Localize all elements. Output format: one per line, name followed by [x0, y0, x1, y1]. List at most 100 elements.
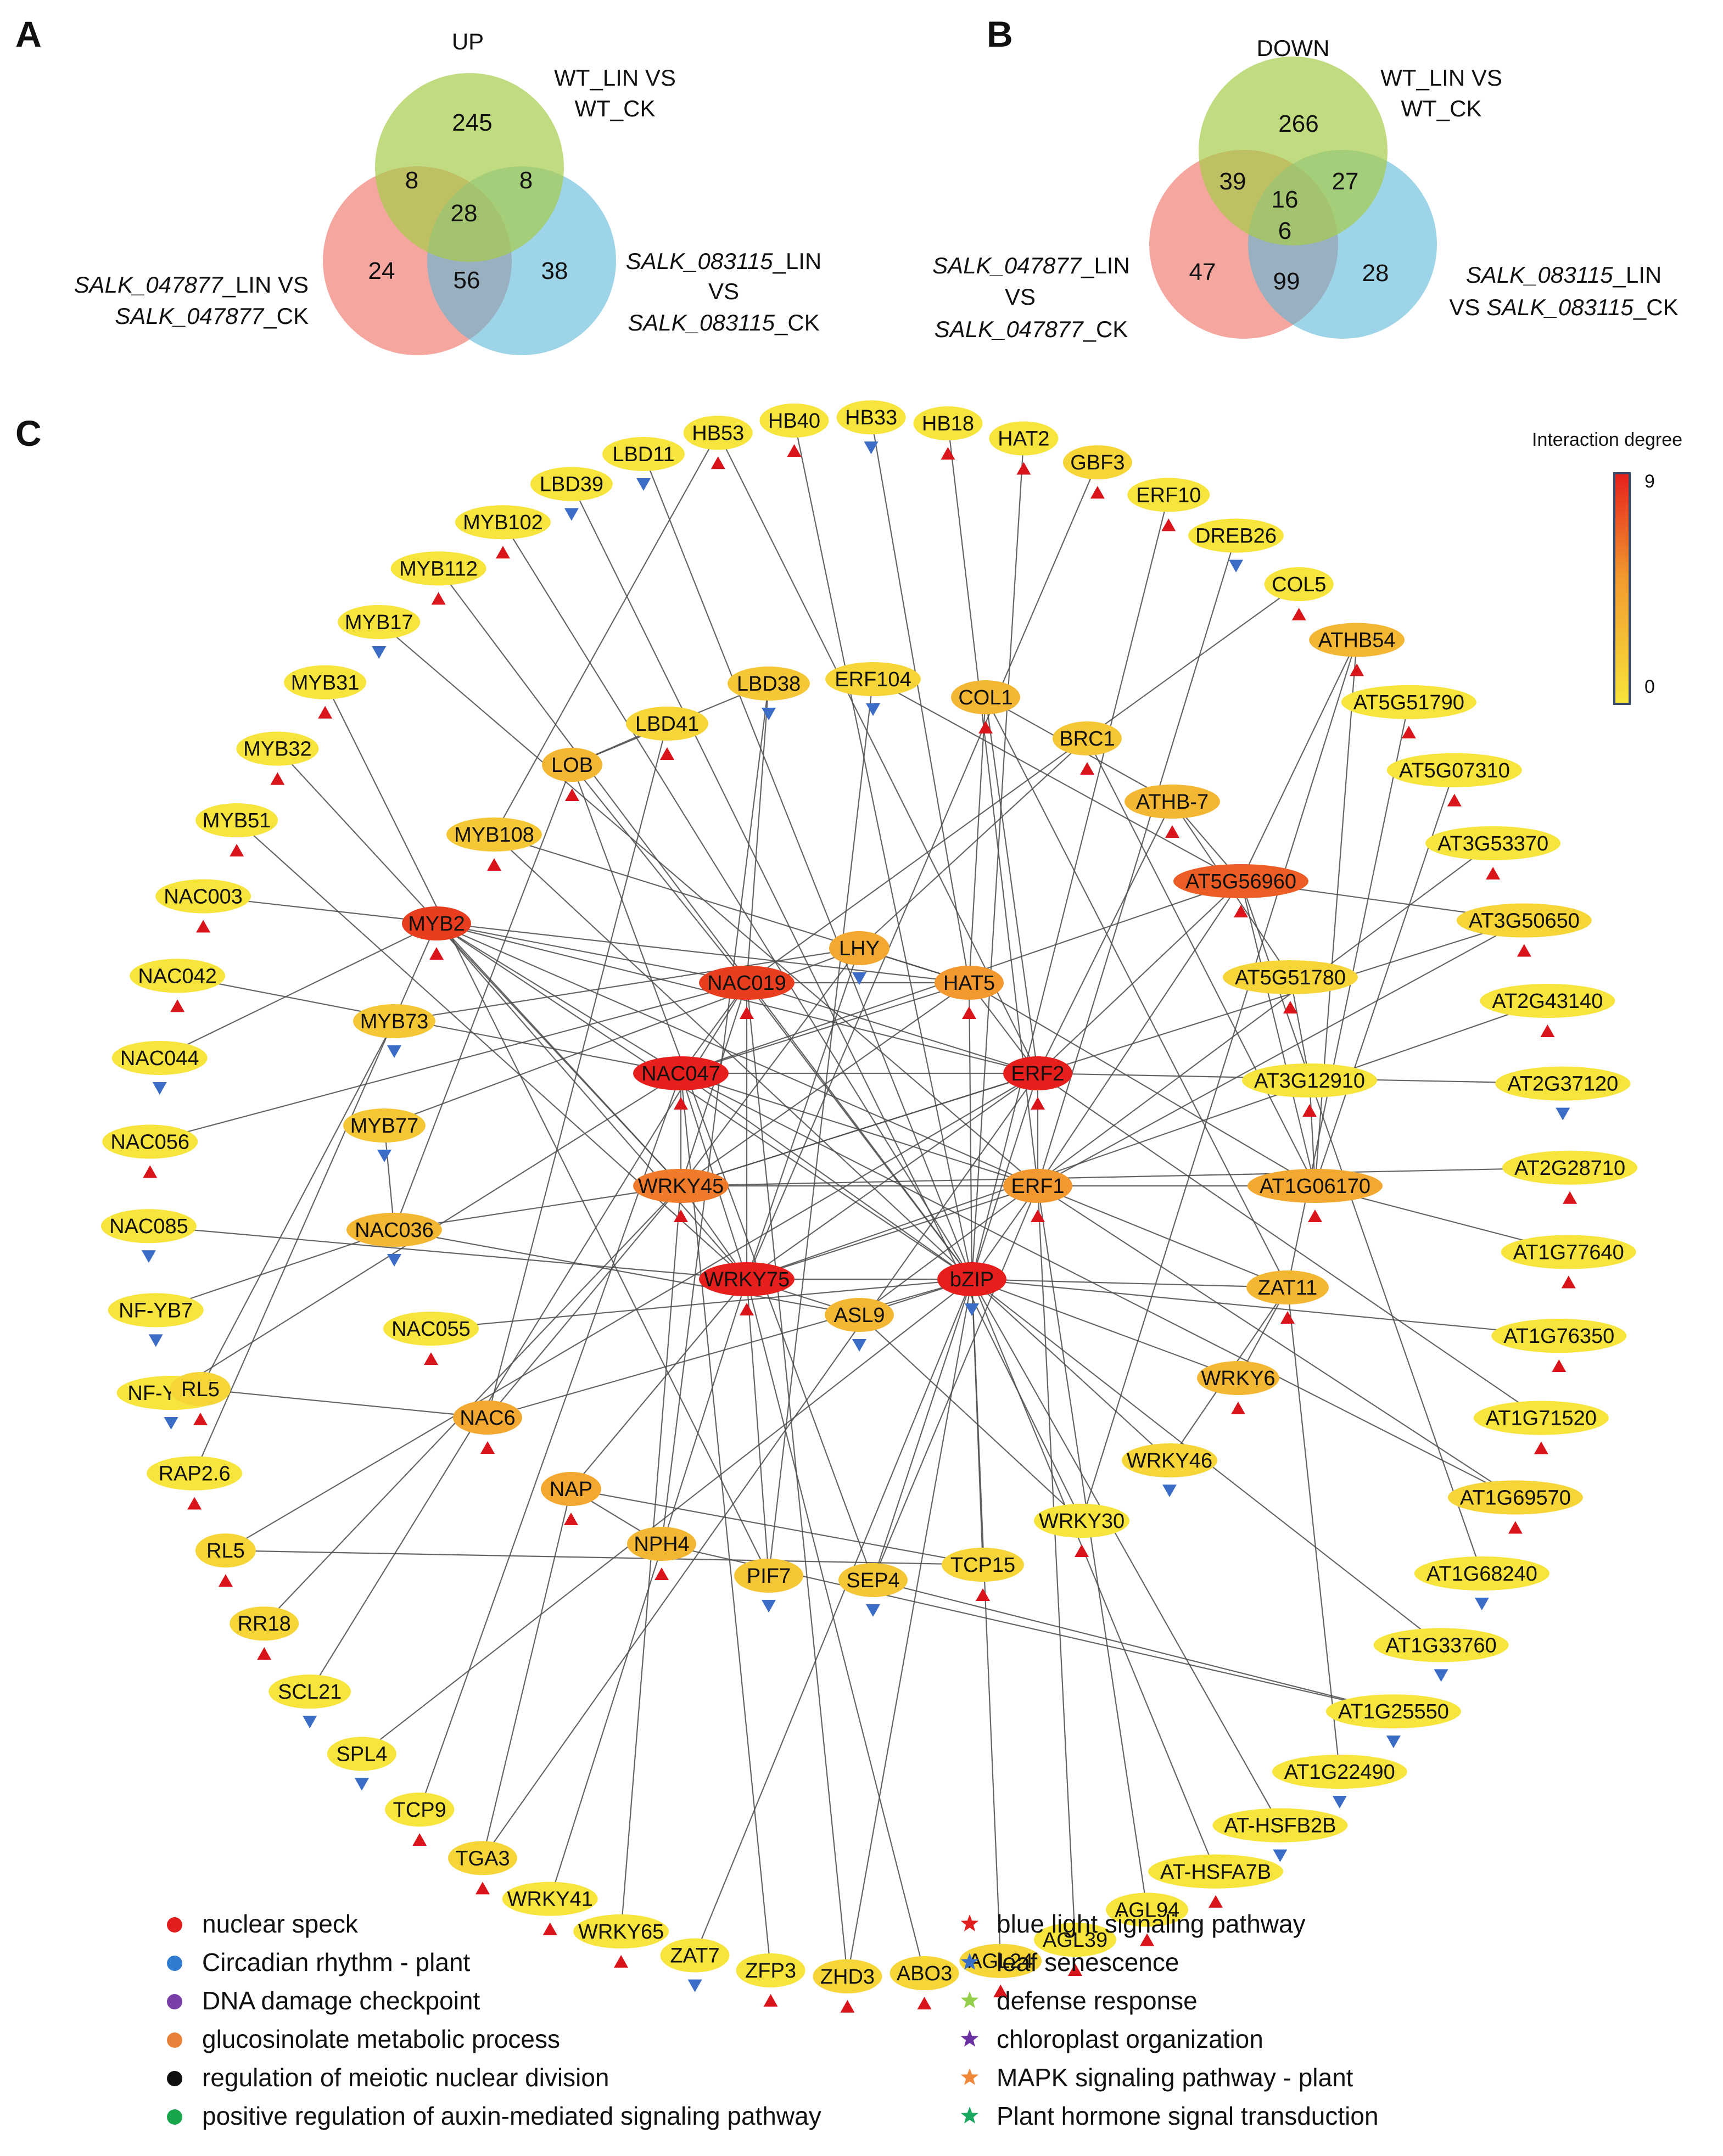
- node-at2g28710[interactable]: AT2G28710: [1502, 1150, 1638, 1204]
- node-erf10[interactable]: ERF10: [1127, 478, 1210, 531]
- node-hb18[interactable]: HB18: [913, 406, 983, 460]
- node-abo3[interactable]: ABO3: [890, 1956, 959, 2010]
- node-hb53[interactable]: HB53: [683, 416, 753, 469]
- node-at1g68240[interactable]: AT1G68240: [1414, 1556, 1549, 1610]
- node-agl24[interactable]: AGL24: [959, 1944, 1042, 1997]
- node-nac047[interactable]: NAC047: [633, 1056, 729, 1110]
- node-myb108[interactable]: MYB108: [446, 817, 542, 871]
- node-erf104[interactable]: ERF104: [825, 662, 921, 716]
- node-at5g51780[interactable]: AT5G51780: [1223, 960, 1358, 1013]
- node-myb2[interactable]: MYB2: [402, 906, 471, 960]
- node-myb17[interactable]: MYB17: [338, 604, 421, 659]
- legend-circle-icon: [167, 2109, 182, 2125]
- node-at2g43140[interactable]: AT2G43140: [1480, 983, 1615, 1037]
- node-hat2[interactable]: HAT2: [989, 421, 1059, 475]
- node-hb40[interactable]: HB40: [759, 403, 829, 457]
- node-myb32[interactable]: MYB32: [236, 731, 319, 785]
- node-nac056[interactable]: NAC056: [102, 1124, 198, 1178]
- edge: [746, 683, 770, 983]
- node-wrky75[interactable]: WRKY75: [699, 1262, 795, 1315]
- node-at5g56960[interactable]: AT5G56960: [1173, 864, 1308, 917]
- node-tcp15[interactable]: TCP15: [942, 1548, 1024, 1601]
- node-brc1[interactable]: BRC1: [1053, 721, 1122, 775]
- node-pif7[interactable]: PIF7: [734, 1559, 803, 1612]
- node-nac085[interactable]: NAC085: [100, 1209, 197, 1263]
- node-wrky46[interactable]: WRKY46: [1122, 1443, 1217, 1497]
- node-zat11[interactable]: ZAT11: [1246, 1270, 1329, 1324]
- node-erf1[interactable]: ERF1: [1003, 1169, 1072, 1222]
- node-myb73[interactable]: MYB73: [353, 1004, 435, 1058]
- node-rl5[interactable]: RL5: [170, 1372, 231, 1425]
- node-lbd11[interactable]: LBD11: [602, 436, 685, 491]
- node-at1g76350[interactable]: AT1G76350: [1491, 1319, 1627, 1373]
- node-agl39[interactable]: AGL39: [1033, 1923, 1116, 1976]
- node-athb-7[interactable]: ATHB-7: [1125, 785, 1220, 838]
- node-at1g25550[interactable]: AT1G25550: [1325, 1694, 1461, 1749]
- node-wrky45[interactable]: WRKY45: [633, 1169, 729, 1222]
- node-at3g53370[interactable]: AT3G53370: [1425, 826, 1561, 880]
- node-at1g06170[interactable]: AT1G06170: [1248, 1169, 1383, 1222]
- node-nap[interactable]: NAP: [541, 1472, 601, 1525]
- node-ellipse: [1053, 721, 1122, 755]
- node-at1g22490[interactable]: AT1G22490: [1272, 1755, 1407, 1809]
- node-tcp9[interactable]: TCP9: [385, 1792, 455, 1846]
- node-nac019[interactable]: NAC019: [699, 966, 795, 1019]
- node-col5[interactable]: COL5: [1264, 567, 1334, 621]
- node-nf-yb7[interactable]: NF-YB7: [108, 1293, 204, 1347]
- node-erf2[interactable]: ERF2: [1003, 1056, 1072, 1110]
- node-myb112[interactable]: MYB112: [390, 551, 486, 605]
- node-at-hsfb2b[interactable]: AT-HSFB2B: [1212, 1808, 1348, 1862]
- node-at5g07310[interactable]: AT5G07310: [1386, 753, 1522, 807]
- node-at3g50650[interactable]: AT3G50650: [1456, 903, 1592, 957]
- node-rr18[interactable]: RR18: [230, 1606, 299, 1660]
- node-spl4[interactable]: SPL4: [327, 1737, 396, 1791]
- node-lob[interactable]: LOB: [542, 748, 602, 801]
- up-regulated-marker: [1540, 1024, 1555, 1037]
- node-agl94[interactable]: AGL94: [1106, 1892, 1189, 1946]
- node-sep4[interactable]: SEP4: [838, 1563, 908, 1617]
- node-wrky65[interactable]: WRKY65: [573, 1914, 669, 1968]
- node-tga3[interactable]: TGA3: [447, 1841, 517, 1895]
- node-wrky41[interactable]: WRKY41: [502, 1881, 598, 1935]
- node-gbf3[interactable]: GBF3: [1062, 445, 1132, 499]
- node-rap2-6[interactable]: RAP2.6: [147, 1456, 243, 1510]
- node-nph4[interactable]: NPH4: [627, 1527, 696, 1580]
- node-at1g69570[interactable]: AT1G69570: [1447, 1480, 1583, 1534]
- node-lbd41[interactable]: LBD41: [626, 707, 708, 760]
- node-nac036[interactable]: NAC036: [346, 1213, 442, 1267]
- node-lhy[interactable]: LHY: [829, 931, 890, 985]
- node-nac044[interactable]: NAC044: [111, 1040, 208, 1095]
- node-at1g33760[interactable]: AT1G33760: [1373, 1628, 1509, 1682]
- node-at1g77640[interactable]: AT1G77640: [1501, 1235, 1636, 1289]
- node-myb77[interactable]: MYB77: [343, 1108, 426, 1162]
- node-nac055[interactable]: NAC055: [383, 1312, 479, 1365]
- node-hat5[interactable]: HAT5: [935, 966, 1004, 1019]
- node-at5g51790[interactable]: AT5G51790: [1341, 685, 1476, 738]
- node-at3g12910[interactable]: AT3G12910: [1242, 1063, 1377, 1117]
- node-dreb26[interactable]: DREB26: [1188, 518, 1284, 573]
- node-zfp3[interactable]: ZFP3: [736, 1953, 805, 2007]
- node-at1g71520[interactable]: AT1G71520: [1473, 1401, 1609, 1454]
- node-myb31[interactable]: MYB31: [284, 665, 367, 719]
- node-myb51[interactable]: MYB51: [195, 803, 278, 857]
- node-hb33[interactable]: HB33: [836, 400, 906, 455]
- node-at2g37120[interactable]: AT2G37120: [1495, 1066, 1631, 1121]
- node-wrky6[interactable]: WRKY6: [1197, 1361, 1279, 1414]
- node-at-hsfa7b[interactable]: AT-HSFA7B: [1148, 1854, 1284, 1908]
- node-nac003[interactable]: NAC003: [155, 879, 251, 933]
- node-myb102[interactable]: MYB102: [455, 505, 551, 559]
- node-scl21[interactable]: SCL21: [268, 1675, 351, 1729]
- venn-a-title: UP: [452, 29, 484, 54]
- node-bzip[interactable]: bZIP: [937, 1262, 1006, 1316]
- node-lbd39[interactable]: LBD39: [530, 467, 613, 521]
- node-col1[interactable]: COL1: [951, 680, 1020, 733]
- node-rl5[interactable]: RL5: [195, 1533, 256, 1587]
- node-nac6[interactable]: NAC6: [453, 1401, 522, 1454]
- node-lbd38[interactable]: LBD38: [728, 667, 810, 720]
- node-asl9[interactable]: ASL9: [825, 1298, 894, 1352]
- node-athb54[interactable]: ATHB54: [1309, 623, 1405, 676]
- node-nac042[interactable]: NAC042: [130, 959, 226, 1012]
- node-zhd3[interactable]: ZHD3: [813, 1959, 882, 2013]
- node-wrky30[interactable]: WRKY30: [1034, 1504, 1129, 1557]
- node-zat7[interactable]: ZAT7: [660, 1938, 730, 1992]
